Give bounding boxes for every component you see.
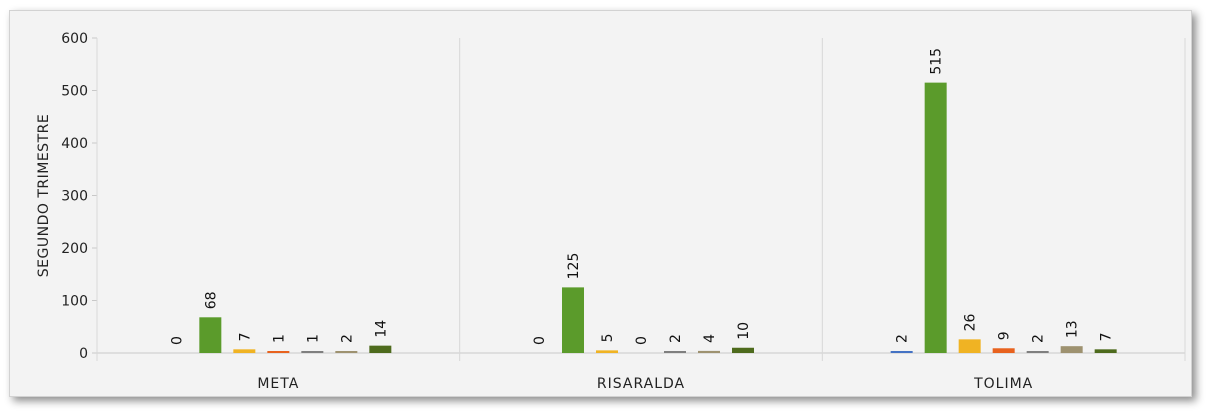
bar-value-label: 125 [566, 253, 582, 280]
y-axis-title: SEGUNDO TRIMESTRE [36, 114, 52, 277]
y-tick-label: 500 [61, 84, 88, 100]
bar [562, 287, 584, 353]
bar-value-label: 515 [929, 48, 945, 75]
bar-value-label: 5 [600, 333, 616, 342]
bar [924, 82, 947, 353]
bar-value-label: 68 [203, 291, 219, 309]
bar-value-label: 9 [997, 331, 1013, 340]
y-axis: 0 100 200 300 400 500 600 [61, 31, 98, 362]
category-label: META [257, 376, 299, 392]
bar [1060, 346, 1083, 353]
y-tick-label: 100 [61, 294, 88, 310]
bar [267, 351, 290, 353]
bar-value-label: 0 [532, 336, 548, 345]
bar [732, 347, 754, 353]
bar-value-label: 14 [373, 320, 389, 338]
bar [698, 350, 720, 353]
bar-value-label: 7 [1099, 332, 1115, 341]
category-separators [96, 38, 1186, 361]
bar [1094, 349, 1117, 353]
bar [369, 345, 392, 353]
bar-value-label: 7 [237, 332, 253, 341]
bar-value-label: 0 [634, 336, 650, 345]
bar [664, 351, 686, 353]
bar-value-label: 0 [169, 336, 185, 345]
bar-value-label: 4 [702, 334, 718, 343]
bar-value-label: 1 [271, 334, 287, 343]
bars-group [199, 82, 1117, 353]
bar [301, 351, 324, 353]
bar-value-label: 2 [668, 334, 684, 343]
bar [335, 351, 358, 353]
bar-value-label: 2 [895, 334, 911, 343]
bar-value-label: 13 [1065, 320, 1081, 338]
category-labels-group: META RISARALDA TOLIMA [257, 376, 1033, 392]
bar-value-label: 1 [305, 334, 321, 343]
bar-value-label: 2 [339, 334, 355, 343]
y-tick-label: 400 [61, 136, 88, 152]
bar [890, 351, 913, 353]
y-tick-label: 0 [79, 346, 88, 362]
bar-value-label: 10 [736, 322, 752, 340]
y-tick-label: 600 [61, 31, 88, 47]
bar [992, 348, 1015, 353]
bar-value-label: 26 [963, 313, 979, 331]
category-label: RISARALDA [597, 376, 685, 392]
bar [596, 350, 618, 353]
y-tick-label: 200 [61, 241, 88, 257]
bar [199, 317, 222, 353]
bar [958, 339, 981, 353]
bar [1026, 351, 1049, 353]
data-labels-group: 0 68 7 1 1 2 14 0 125 5 0 2 4 10 2 515 26 9 2 13 7 [169, 48, 1114, 345]
bar [233, 349, 256, 353]
bar-value-label: 2 [1031, 334, 1047, 343]
y-tick-label: 300 [61, 189, 88, 205]
category-label: TOLIMA [973, 376, 1033, 392]
